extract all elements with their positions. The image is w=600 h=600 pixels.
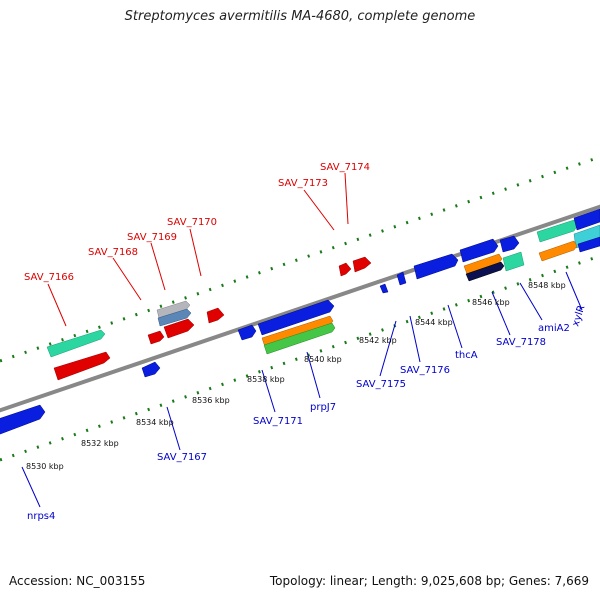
feature-orange[interactable]	[538, 240, 578, 262]
reverse-leader-lines	[21, 271, 583, 508]
gene-arrow-red[interactable]	[206, 307, 225, 324]
gene-arrow-blue[interactable]	[573, 208, 600, 231]
kbp-label: 8544 kbp	[415, 318, 453, 327]
kbp-label: 8530 kbp	[26, 462, 64, 471]
genome-backbone	[0, 204, 600, 413]
gene-label[interactable]: SAV_7173	[278, 178, 328, 189]
feature-orange[interactable]	[463, 253, 503, 275]
gene-arrow-blue[interactable]	[499, 235, 520, 253]
gene-arrow-blue[interactable]	[396, 271, 407, 286]
kbp-label: 8536 kbp	[192, 396, 230, 405]
gene-arrow-blue[interactable]	[0, 404, 46, 436]
forward-scale-line	[0, 155, 600, 363]
kbp-label: 8548 kbp	[528, 281, 566, 290]
kbp-label: 8534 kbp	[136, 418, 174, 427]
feature-green[interactable]	[263, 322, 336, 355]
gene-label[interactable]: SAV_7175	[356, 379, 406, 390]
gene-arrow-red[interactable]	[352, 256, 372, 273]
kbp-label: 8542 kbp	[359, 336, 397, 345]
gene-arrow-blue[interactable]	[257, 299, 335, 336]
kbp-label: 8538 kbp	[247, 375, 285, 384]
kbp-label: 8532 kbp	[81, 439, 119, 448]
gene-label[interactable]: xylR	[570, 304, 587, 328]
reverse-genes	[0, 235, 600, 436]
gene-label[interactable]: thcA	[455, 350, 478, 361]
genome-stats-text: Topology: linear; Length: 9,025,608 bp; …	[269, 574, 589, 588]
reverse-scale-line	[0, 254, 600, 462]
gene-label[interactable]: SAV_7176	[400, 365, 450, 376]
gene-arrow-blue[interactable]	[459, 238, 499, 263]
gene-arrow-red[interactable]	[163, 318, 195, 339]
feature-teal[interactable]	[46, 329, 106, 358]
reverse-gene-labels: nrps4 SAV_7167 SAV_7171 prpJ7 SAV_7175 S…	[27, 304, 588, 522]
feature-navy[interactable]	[465, 261, 505, 282]
gene-arrow-blue[interactable]	[379, 283, 389, 294]
forward-genes	[46, 208, 600, 381]
gene-arrow-blue[interactable]	[413, 253, 459, 280]
gene-label[interactable]: SAV_7174	[320, 162, 370, 173]
kbp-label: 8540 kbp	[304, 355, 342, 364]
feature-blue-steel[interactable]	[157, 308, 192, 327]
gene-label[interactable]: prpJ7	[310, 402, 336, 413]
gene-label[interactable]: nrps4	[27, 511, 55, 522]
forward-gene-labels: SAV_7166 SAV_7168 SAV_7169 SAV_7170 SAV_…	[24, 162, 370, 283]
gene-label[interactable]: SAV_7169	[127, 232, 177, 243]
kbp-labels: 8530 kbp 8532 kbp 8534 kbp 8536 kbp 8538…	[26, 281, 566, 471]
gene-arrow-red[interactable]	[147, 330, 165, 345]
feature-teal[interactable]	[536, 219, 579, 243]
gene-label[interactable]: amiA2	[538, 323, 570, 334]
feature-gray[interactable]	[156, 300, 191, 319]
gene-label[interactable]: SAV_7171	[253, 416, 303, 427]
gene-arrow-blue[interactable]	[577, 236, 600, 253]
genome-title: Streptomyces avermitilis MA-4680, comple…	[124, 9, 476, 24]
gene-label[interactable]: SAV_7168	[88, 247, 138, 258]
accession-text: Accession: NC_003155	[9, 574, 146, 588]
gene-label[interactable]: SAV_7178	[496, 337, 546, 348]
gene-arrow-blue[interactable]	[237, 324, 257, 341]
gene-arrow-red[interactable]	[338, 262, 352, 277]
feature-teal[interactable]	[502, 251, 525, 272]
forward-leader-lines	[47, 172, 349, 327]
gene-arrow-blue[interactable]	[141, 361, 161, 378]
gene-label[interactable]: SAV_7167	[157, 452, 207, 463]
gene-arrow-red[interactable]	[53, 351, 111, 381]
gene-label[interactable]: SAV_7166	[24, 272, 74, 283]
gene-label[interactable]: SAV_7170	[167, 217, 217, 228]
kbp-label: 8546 kbp	[472, 298, 510, 307]
